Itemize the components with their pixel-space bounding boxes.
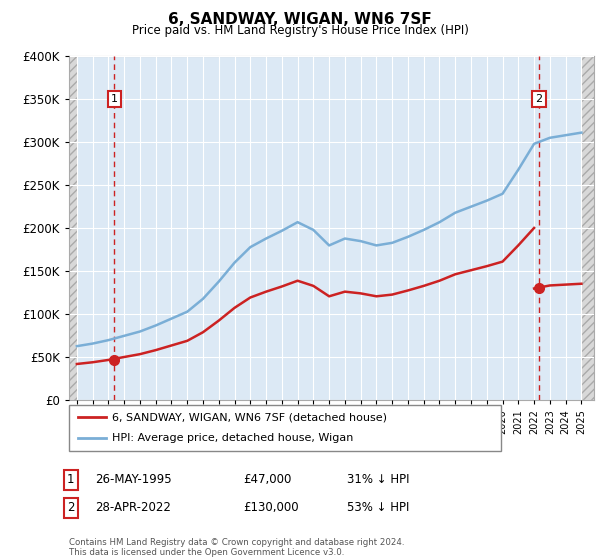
Text: £130,000: £130,000	[243, 501, 299, 515]
Text: 26-MAY-1995: 26-MAY-1995	[95, 473, 172, 487]
FancyBboxPatch shape	[69, 405, 501, 451]
Text: 31% ↓ HPI: 31% ↓ HPI	[347, 473, 409, 487]
Text: £47,000: £47,000	[243, 473, 292, 487]
Text: 28-APR-2022: 28-APR-2022	[95, 501, 170, 515]
Text: 2: 2	[536, 94, 542, 104]
Bar	[581, 56, 594, 400]
Text: Contains HM Land Registry data © Crown copyright and database right 2024.
This d: Contains HM Land Registry data © Crown c…	[69, 538, 404, 557]
Text: Price paid vs. HM Land Registry's House Price Index (HPI): Price paid vs. HM Land Registry's House …	[131, 24, 469, 36]
Text: 2: 2	[67, 501, 74, 515]
Text: 6, SANDWAY, WIGAN, WN6 7SF: 6, SANDWAY, WIGAN, WN6 7SF	[168, 12, 432, 27]
Text: 6, SANDWAY, WIGAN, WN6 7SF (detached house): 6, SANDWAY, WIGAN, WN6 7SF (detached hou…	[112, 412, 387, 422]
Bar	[69, 56, 77, 400]
Text: 1: 1	[111, 94, 118, 104]
Text: HPI: Average price, detached house, Wigan: HPI: Average price, detached house, Wiga…	[112, 433, 353, 444]
Bar	[581, 56, 594, 400]
Bar	[69, 56, 77, 400]
Text: 1: 1	[67, 473, 74, 487]
Text: 53% ↓ HPI: 53% ↓ HPI	[347, 501, 409, 515]
